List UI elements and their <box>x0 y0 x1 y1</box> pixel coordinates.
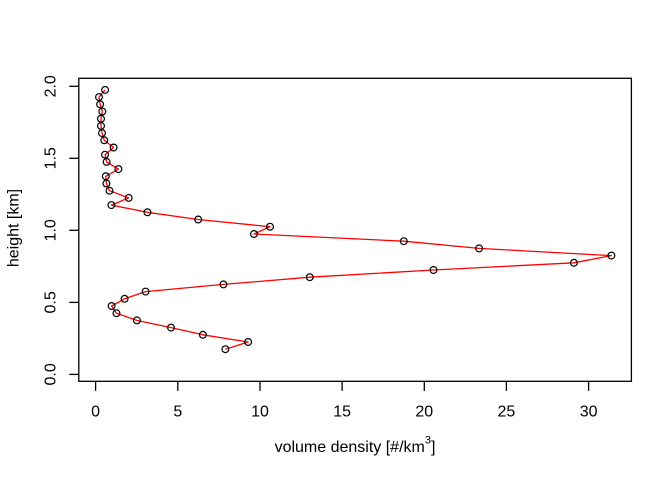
svg-text:0.5: 0.5 <box>43 291 60 313</box>
svg-text:25: 25 <box>498 404 516 421</box>
svg-text:15: 15 <box>333 404 351 421</box>
svg-text:30: 30 <box>580 404 598 421</box>
svg-text:5: 5 <box>173 404 182 421</box>
svg-text:1.0: 1.0 <box>43 219 60 241</box>
svg-text:2.0: 2.0 <box>43 75 60 97</box>
svg-text:height [km]: height [km] <box>6 189 23 267</box>
svg-text:10: 10 <box>251 404 269 421</box>
svg-text:0.0: 0.0 <box>43 363 60 385</box>
svg-text:0: 0 <box>91 404 100 421</box>
svg-text:1.5: 1.5 <box>43 147 60 169</box>
svg-text:volume density [#/km3]: volume density [#/km3] <box>275 435 436 456</box>
svg-text:20: 20 <box>415 404 433 421</box>
